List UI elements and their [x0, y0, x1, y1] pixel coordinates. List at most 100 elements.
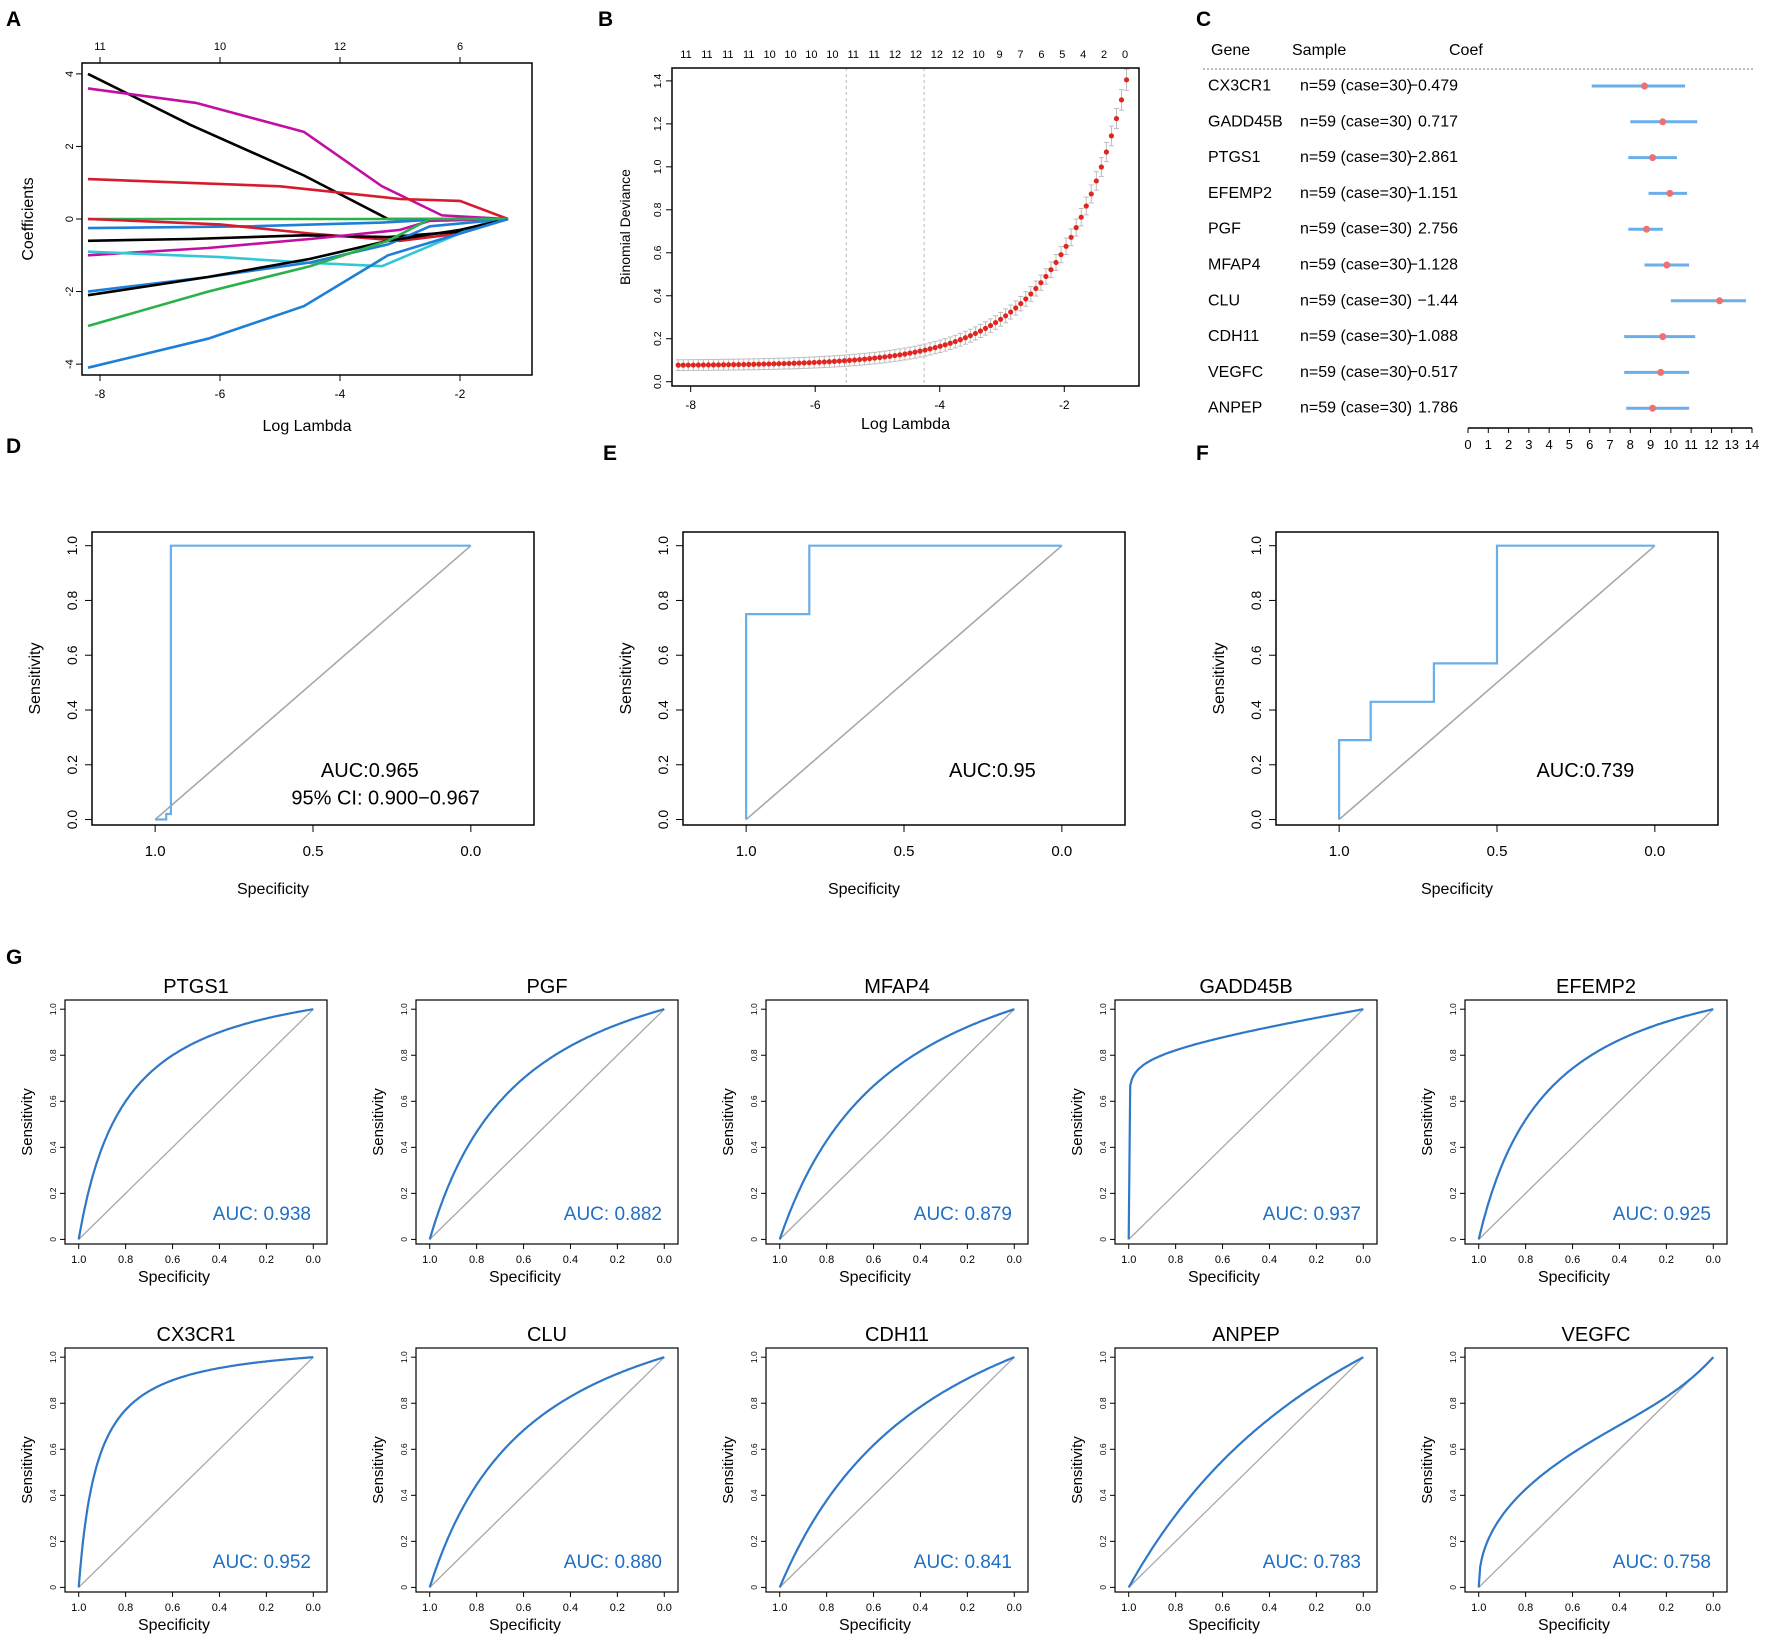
x-tick-label: 0.4 [1262, 1254, 1277, 1266]
sample-label: n=59 (case=30) [1300, 257, 1412, 274]
x-tick-label: 0.0 [1007, 1254, 1022, 1266]
deviance-point [841, 358, 848, 364]
x-tick-label: 0.4 [1612, 1602, 1627, 1614]
panel-label-b: B [598, 8, 613, 31]
estimate-point [1716, 297, 1724, 305]
deviance-point [867, 356, 873, 362]
deviance-point [982, 325, 989, 331]
diagonal-reference [78, 1356, 314, 1588]
deviance-point [942, 342, 948, 348]
gene-label: GADD45B [1208, 113, 1283, 130]
y-tick-label: 0.8 [1448, 1049, 1458, 1061]
auc-label: AUC: 0.925 [1613, 1204, 1711, 1225]
x-tick-label: 3 [1525, 437, 1532, 452]
y-tick-label: 0.6 [399, 1443, 409, 1455]
plot-frame [1114, 999, 1378, 1245]
deviance-point [816, 359, 822, 365]
roc-curve [1127, 1356, 1364, 1588]
plot-frame [682, 531, 1126, 826]
deviance-point [796, 360, 802, 366]
deviance-point [957, 337, 963, 343]
x-tick-label: 0.8 [819, 1602, 834, 1614]
x-axis-label: Specificity [237, 881, 309, 898]
gene-label: ANPEP [1208, 400, 1262, 417]
diagonal-reference [1478, 1008, 1714, 1240]
panel-label-d: D [6, 435, 21, 458]
roc-panel-title: PTGS1 [163, 976, 229, 998]
gene-label: CLU [1208, 292, 1240, 309]
y-tick-label: 0.4 [1448, 1489, 1458, 1501]
y-tick-label: 0.4 [399, 1141, 409, 1153]
deviance-point [998, 316, 1004, 322]
x-axis-label: Specificity [839, 1269, 911, 1286]
deviance-point [1113, 115, 1120, 122]
x-tick-label: 0.6 [1565, 1602, 1580, 1614]
x-tick-label: 1.0 [772, 1602, 787, 1614]
top-tick-label: 10 [784, 49, 796, 61]
roc-panel-title: CX3CR1 [157, 1324, 236, 1346]
x-tick-label: 0.0 [657, 1602, 672, 1614]
deviance-point [862, 356, 868, 362]
roc-curve [1477, 1356, 1715, 1588]
panel-label-a: A [6, 8, 21, 31]
deviance-point [826, 359, 832, 365]
estimate-point [1649, 154, 1657, 162]
y-tick-label: 0.8 [655, 591, 671, 611]
y-tick-label: 0.4 [655, 700, 671, 720]
y-tick-label: 1.0 [1098, 1003, 1108, 1015]
x-axis-label: Specificity [1188, 1617, 1260, 1634]
x-tick-label: 0.0 [1706, 1254, 1721, 1266]
y-tick-label: 0.4 [399, 1489, 409, 1501]
auc-label: AUC: 0.758 [1613, 1552, 1711, 1573]
diagonal-reference [779, 1008, 1015, 1240]
roc-curve [428, 1008, 665, 1240]
x-tick-label: -6 [810, 398, 821, 412]
x-tick-label: 0.6 [165, 1254, 180, 1266]
x-tick-label: 4 [1546, 437, 1553, 452]
y-tick-label: 0 [399, 1237, 409, 1242]
y-tick-label: 0 [1098, 1585, 1108, 1590]
y-tick-label: 0 [48, 1237, 58, 1242]
deviance-point [1123, 77, 1130, 83]
roc-curve [77, 1008, 314, 1240]
y-tick-label: 1.0 [48, 1351, 58, 1363]
x-tick-label: -8 [685, 398, 696, 412]
coef-label: −1.44 [1418, 292, 1459, 309]
lasso-path-line [87, 217, 509, 369]
x-tick-label: 0.4 [212, 1602, 227, 1614]
y-tick-label: 0.8 [1448, 1397, 1458, 1409]
x-tick-label: 0.6 [516, 1602, 531, 1614]
x-tick-label: 0.0 [1706, 1602, 1721, 1614]
y-tick-label: 0.6 [749, 1443, 759, 1455]
estimate-point [1657, 368, 1665, 376]
roc-chart-e: 1.0 0.5 0.0 0.0 0.2 0.4 0.6 0.8 1.0 Specificity Se… [618, 531, 1126, 898]
top-tick-label: 11 [680, 49, 691, 61]
x-tick-label: 0.5 [1487, 843, 1508, 860]
y-tick-label: 0 [1448, 1585, 1458, 1590]
sample-label: n=59 (case=30) [1300, 328, 1412, 345]
x-tick-label: 0.6 [866, 1254, 881, 1266]
y-tick-label: 0.2 [749, 1535, 759, 1547]
x-tick-label: 0.4 [1612, 1254, 1627, 1266]
y-tick-label: 0.8 [749, 1397, 759, 1409]
y-axis-label: Sensitivity [1069, 1088, 1086, 1156]
auc-label: AUC:0.95 [949, 760, 1036, 782]
top-tick-label: 11 [94, 41, 105, 53]
plot-frame [64, 1347, 328, 1593]
panel-label-e: E [603, 442, 617, 465]
y-tick-label: 0.4 [64, 700, 80, 720]
diagonal-reference [1128, 1008, 1364, 1240]
deviance-point [705, 362, 712, 368]
deviance-point [927, 346, 933, 352]
auc-label: AUC: 0.880 [564, 1552, 662, 1573]
y-axis-label: Sensitivity [370, 1088, 387, 1156]
y-axis-label: Sensitivity [1069, 1436, 1086, 1504]
x-tick-label: 0.0 [1644, 843, 1665, 860]
deviance-point [756, 361, 762, 367]
deviance-point [1088, 191, 1094, 197]
deviance-point [1098, 164, 1104, 170]
roc-curve [155, 544, 471, 821]
x-tick-label: 1.0 [1121, 1602, 1136, 1614]
x-tick-label: 14 [1745, 437, 1759, 452]
sample-label: n=59 (case=30) [1300, 292, 1412, 309]
